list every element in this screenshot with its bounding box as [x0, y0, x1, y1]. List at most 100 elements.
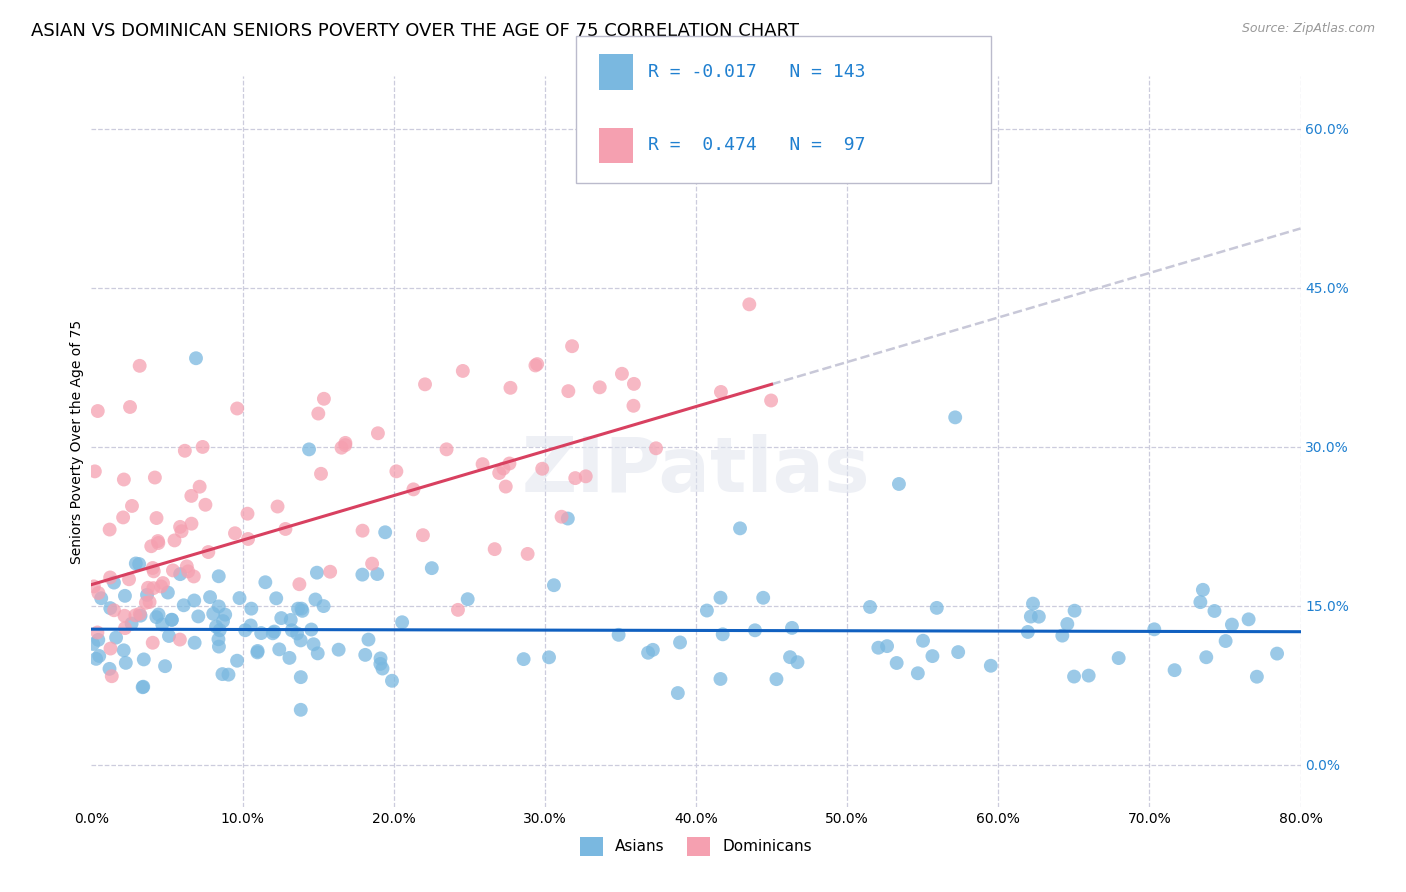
Point: [765, 672, 787, 686]
Point: [484, 542, 506, 557]
Point: [780, 621, 803, 635]
Point: [246, 645, 269, 659]
Point: [112, 643, 135, 657]
Point: [103, 575, 125, 590]
Point: [202, 607, 225, 621]
Point: [637, 646, 659, 660]
Point: [226, 401, 249, 416]
Point: [208, 640, 231, 654]
Point: [114, 656, 136, 670]
Point: [304, 592, 326, 607]
Point: [1246, 670, 1268, 684]
Point: [145, 610, 167, 624]
Point: [228, 591, 250, 605]
Point: [112, 510, 135, 524]
Point: [98, 601, 121, 615]
Point: [786, 655, 808, 669]
Point: [361, 557, 384, 571]
Point: [269, 642, 291, 657]
Point: [921, 649, 943, 664]
Point: [451, 364, 474, 378]
Point: [142, 561, 165, 575]
Point: [1017, 624, 1039, 639]
Text: ASIAN VS DOMINICAN SENIORS POVERTY OVER THE AGE OF 75 CORRELATION CHART: ASIAN VS DOMINICAN SENIORS POVERTY OVER …: [31, 22, 799, 40]
Point: [142, 565, 165, 579]
Point: [499, 381, 522, 395]
Point: [187, 609, 209, 624]
Point: [263, 624, 285, 639]
Legend: Asians, Dominicans: Asians, Dominicans: [574, 831, 818, 862]
Point: [1220, 617, 1243, 632]
Point: [87, 632, 110, 647]
Point: [492, 461, 515, 475]
Point: [112, 473, 135, 487]
Point: [157, 629, 180, 643]
Point: [290, 601, 312, 615]
Point: [177, 565, 200, 579]
Point: [298, 442, 321, 457]
Point: [1022, 597, 1045, 611]
Point: [413, 377, 436, 392]
Point: [307, 646, 329, 660]
Point: [180, 489, 202, 503]
Point: [512, 652, 534, 666]
Point: [564, 471, 586, 485]
Point: [188, 480, 211, 494]
Point: [240, 601, 263, 615]
Point: [98, 523, 121, 537]
Point: [1108, 651, 1130, 665]
Point: [447, 603, 470, 617]
Point: [214, 607, 236, 622]
Point: [946, 645, 969, 659]
Point: [1028, 609, 1050, 624]
Point: [132, 680, 155, 694]
Point: [183, 593, 205, 607]
Point: [118, 400, 141, 414]
Point: [557, 384, 579, 398]
Point: [170, 524, 193, 539]
Point: [105, 631, 128, 645]
Point: [290, 703, 312, 717]
Point: [319, 565, 342, 579]
Point: [290, 633, 312, 648]
Point: [84, 652, 107, 666]
Point: [1192, 582, 1215, 597]
Point: [124, 608, 146, 623]
Point: [83, 579, 105, 593]
Point: [125, 557, 148, 571]
Point: [370, 657, 392, 671]
Point: [98, 570, 121, 584]
Point: [728, 521, 751, 535]
Point: [457, 592, 479, 607]
Point: [381, 673, 404, 688]
Point: [143, 470, 166, 484]
Point: [385, 464, 408, 478]
Point: [128, 607, 150, 621]
Point: [180, 516, 202, 531]
Point: [645, 442, 668, 456]
Point: [402, 483, 425, 497]
Point: [145, 511, 167, 525]
Point: [1237, 612, 1260, 626]
Point: [100, 669, 122, 683]
Point: [305, 566, 328, 580]
Point: [744, 624, 766, 638]
Point: [163, 533, 186, 548]
Point: [537, 650, 560, 665]
Point: [98, 662, 121, 676]
Point: [696, 603, 718, 617]
Point: [162, 563, 184, 577]
Point: [136, 581, 159, 595]
Point: [169, 632, 191, 647]
Point: [87, 404, 110, 418]
Point: [83, 464, 105, 478]
Point: [146, 534, 169, 549]
Point: [710, 384, 733, 399]
Point: [312, 599, 335, 613]
Point: [288, 577, 311, 591]
Point: [907, 666, 929, 681]
Point: [176, 559, 198, 574]
Point: [498, 457, 520, 471]
Text: R =  0.474   N =  97: R = 0.474 N = 97: [648, 136, 866, 154]
Point: [86, 625, 108, 640]
